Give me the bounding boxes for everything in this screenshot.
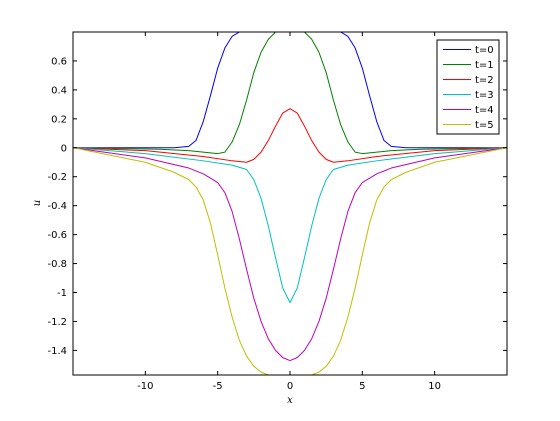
y-tick-label: 0.2 bbox=[51, 114, 67, 125]
legend: t=0 t=1 t=2 t=3 t=4 t=5 bbox=[436, 39, 500, 135]
x-tick-label: -5 bbox=[213, 381, 223, 392]
y-tick-label: 0 bbox=[61, 143, 67, 154]
y-tick-label: -1.2 bbox=[47, 317, 67, 328]
series-line-1 bbox=[73, 32, 507, 155]
legend-label-0: t=0 bbox=[475, 45, 494, 56]
legend-label-2: t=2 bbox=[475, 75, 494, 86]
x-tick-label: 5 bbox=[359, 381, 365, 392]
y-tick-label: -0.6 bbox=[47, 230, 67, 241]
y-axis-label: u bbox=[32, 200, 43, 206]
series-line-0 bbox=[73, 32, 507, 149]
legend-label-5: t=5 bbox=[475, 120, 494, 131]
y-tick-label: -1.4 bbox=[47, 346, 67, 357]
y-tick-label: 0.6 bbox=[51, 56, 67, 67]
legend-label-3: t=3 bbox=[475, 90, 494, 101]
legend-label-4: t=4 bbox=[475, 105, 494, 116]
axis-ticks: -10 -5 0 5 10 0.6 0.4 0.2 0 -0.2 -0.4 -0.6 -0.8 -1 -1.… bbox=[47, 32, 507, 392]
x-tick-label: 0 bbox=[287, 381, 293, 392]
plot-area bbox=[73, 32, 507, 375]
x-axis-label: x bbox=[287, 395, 293, 406]
y-tick-label: -0.8 bbox=[47, 259, 67, 270]
y-tick-label: 0.4 bbox=[51, 85, 67, 96]
series-line-4 bbox=[73, 147, 507, 362]
series-layer bbox=[73, 32, 507, 375]
legend-box bbox=[436, 39, 500, 135]
x-tick-label: -10 bbox=[137, 381, 153, 392]
series-line-5 bbox=[73, 147, 507, 375]
series-line-3 bbox=[73, 147, 507, 304]
legend-label-1: t=1 bbox=[475, 60, 494, 71]
x-tick-label: 10 bbox=[428, 381, 441, 392]
series-line-2 bbox=[73, 108, 507, 163]
y-tick-label: -1 bbox=[57, 288, 67, 299]
y-tick-label: -0.4 bbox=[47, 201, 67, 212]
y-tick-label: -0.2 bbox=[47, 172, 67, 183]
